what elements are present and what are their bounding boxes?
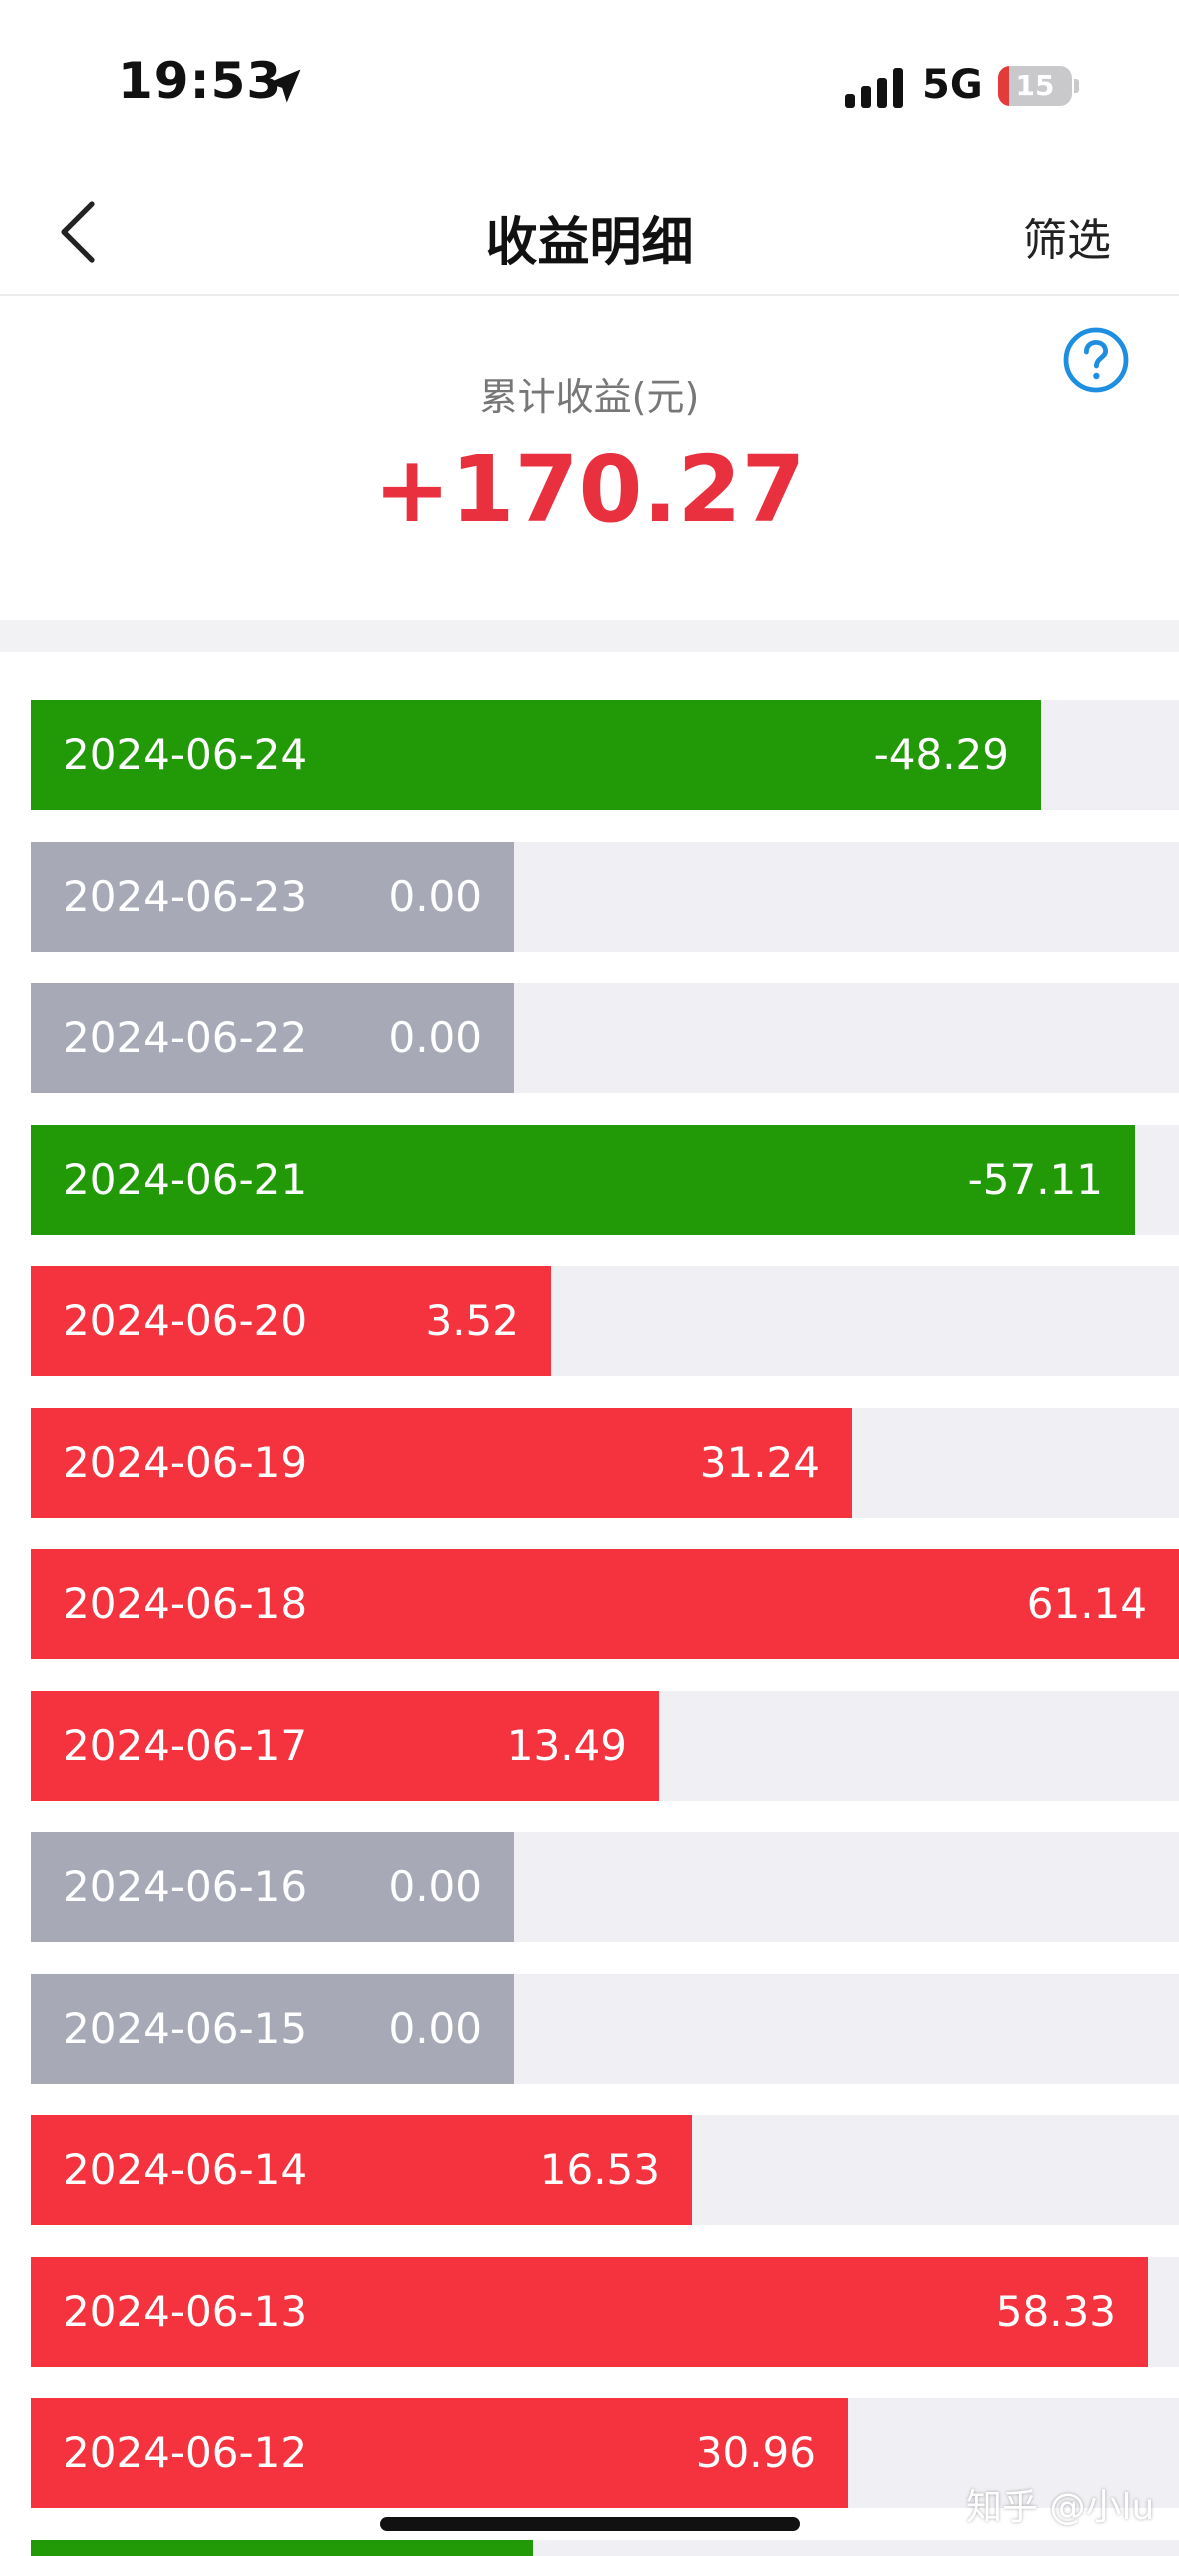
daily-return-row[interactable]: 2024-06-12 30.96 [31, 2398, 1179, 2508]
daily-return-row[interactable]: 2024-06-23 0.00 [31, 841, 1179, 952]
row-date: 2024-06-23 [63, 871, 308, 921]
row-value: 30.96 [695, 2428, 816, 2477]
row-value: 61.14 [1026, 1579, 1147, 1628]
daily-return-row[interactable]: 2024-06-16 0.00 [31, 1832, 1179, 1942]
return-bar [31, 2115, 692, 2225]
filter-button[interactable]: 筛选 [1023, 215, 1111, 266]
return-bar [31, 2398, 848, 2508]
row-value: 0.00 [388, 1013, 482, 1062]
row-date: 2024-06-17 [63, 1720, 308, 1770]
network-type: 5G [922, 62, 983, 108]
return-bar [31, 1124, 1135, 1235]
return-bar [31, 1266, 551, 1376]
daily-return-row[interactable] [31, 2539, 1179, 2556]
row-date: 2024-06-19 [63, 1437, 308, 1487]
row-value: 13.49 [506, 1720, 627, 1770]
chevron-left-icon[interactable] [40, 192, 120, 272]
row-date: 2024-06-20 [63, 1296, 308, 1345]
section-divider [0, 620, 1179, 652]
return-bar [31, 2539, 533, 2556]
daily-return-row[interactable]: 2024-06-17 13.49 [31, 1690, 1179, 1801]
return-bar [31, 2256, 1148, 2367]
daily-return-row[interactable]: 2024-06-15 0.00 [31, 1973, 1179, 2084]
return-bar [31, 841, 514, 952]
return-bar [31, 1407, 852, 1518]
row-date: 2024-06-12 [63, 2428, 308, 2477]
row-value: 3.52 [425, 1296, 519, 1345]
row-date: 2024-06-13 [63, 2286, 308, 2336]
battery-indicator: 15 [998, 66, 1072, 106]
row-value: 16.53 [539, 2145, 660, 2194]
row-value: 31.24 [699, 1437, 820, 1487]
daily-return-row[interactable]: 2024-06-24 -48.29 [31, 700, 1179, 810]
daily-return-list: 2024-06-24 -48.29 2024-06-23 0.00 2024-06-22… [0, 652, 1179, 2556]
battery-level-fill [998, 66, 1009, 106]
nav-bar: 收益明细 筛选 [0, 170, 1179, 296]
summary-card: 累计收益(元) +170.27 [0, 296, 1179, 620]
status-bar: 19:53 5G 15 [0, 0, 1179, 170]
daily-return-row[interactable]: 2024-06-18 61.14 [31, 1549, 1179, 1659]
row-value: 0.00 [388, 1862, 482, 1911]
return-bar [31, 1832, 514, 1942]
cumulative-return-label: 累计收益(元) [479, 375, 700, 419]
daily-return-row[interactable]: 2024-06-19 31.24 [31, 1407, 1179, 1518]
row-date: 2024-06-15 [63, 2003, 308, 2053]
daily-return-row[interactable]: 2024-06-13 58.33 [31, 2256, 1179, 2367]
battery-cap [1074, 79, 1079, 93]
return-bar [31, 700, 1041, 810]
row-date: 2024-06-18 [63, 1579, 308, 1628]
home-indicator [380, 2517, 800, 2531]
watermark: 知乎 @小lu [966, 2487, 1155, 2528]
cellular-signal-icon [845, 68, 903, 108]
row-date: 2024-06-14 [63, 2145, 308, 2194]
row-value: 0.00 [388, 2003, 482, 2053]
return-bar [31, 1549, 1179, 1659]
return-bar [31, 1973, 514, 2084]
row-date: 2024-06-21 [63, 1154, 308, 1204]
row-date: 2024-06-16 [63, 1862, 308, 1911]
row-value: 0.00 [388, 871, 482, 921]
row-date: 2024-06-24 [63, 730, 308, 779]
battery-percent: 15 [1015, 69, 1055, 102]
daily-return-row[interactable]: 2024-06-22 0.00 [31, 983, 1179, 1093]
daily-return-row[interactable]: 2024-06-20 3.52 [31, 1266, 1179, 1376]
daily-return-row[interactable]: 2024-06-14 16.53 [31, 2115, 1179, 2225]
row-date: 2024-06-22 [63, 1013, 308, 1062]
return-bar [31, 983, 514, 1093]
question-circle-icon[interactable] [1062, 326, 1130, 394]
row-value: 58.33 [995, 2286, 1116, 2336]
daily-return-row[interactable]: 2024-06-21 -57.11 [31, 1124, 1179, 1235]
return-bar [31, 1690, 659, 1801]
page-title: 收益明细 [485, 213, 694, 273]
status-time: 19:53 [118, 52, 283, 110]
row-value: -57.11 [967, 1154, 1103, 1204]
location-arrow-icon [267, 69, 301, 103]
cumulative-return-value: +170.27 [373, 436, 806, 543]
row-value: -48.29 [873, 730, 1009, 779]
